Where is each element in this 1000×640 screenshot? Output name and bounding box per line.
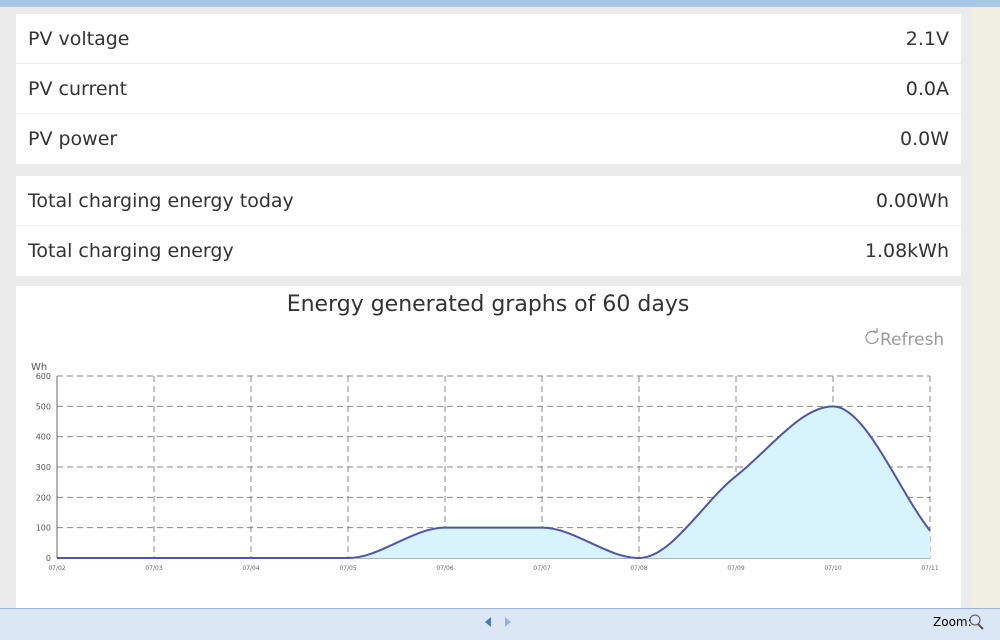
row-value: 0.0W: [899, 128, 949, 150]
y-tick-label: 600: [36, 372, 51, 381]
row-value: 2.1V: [905, 27, 949, 50]
status-bar: Zoom:: [0, 608, 1000, 640]
zoom-label: Zoom:: [933, 615, 972, 629]
refresh-button[interactable]: Refresh: [880, 330, 944, 350]
area-fill: [57, 406, 930, 558]
row-label: PV current: [28, 77, 128, 100]
nav-prev[interactable]: [485, 617, 491, 627]
x-tick-label: 07/09: [727, 565, 744, 572]
row-value: 0.00Wh: [875, 189, 949, 212]
y-tick-label: 200: [36, 493, 51, 502]
row-value: 0.0A: [905, 77, 949, 100]
info-row: PV current 0.0A: [16, 64, 961, 114]
card: Total charging energy today 0.00Wh Total c…: [16, 176, 961, 276]
chart-title: Energy generated graphs of 60 days: [287, 292, 690, 317]
chart: Energy generated graphs of 60 days Refre…: [31, 292, 944, 572]
zoom-icon-handle: [977, 623, 984, 630]
y-axis-label: Wh: [31, 362, 47, 373]
nav-next[interactable]: [505, 617, 511, 627]
info-row: PV power 0.0W: [16, 114, 961, 164]
y-tick-label: 300: [36, 463, 51, 472]
y-tick-label: 100: [36, 524, 51, 533]
zoom-icon[interactable]: [969, 614, 981, 626]
status-icons: [485, 614, 984, 630]
x-tick-label: 07/10: [824, 565, 841, 572]
info-row: PV voltage 2.1V: [16, 14, 961, 64]
side-panel: [972, 7, 1000, 608]
x-tick-label: 07/02: [48, 565, 65, 572]
row-value: 1.08kWh: [864, 240, 949, 262]
x-tick-label: 07/08: [630, 565, 647, 572]
y-tick-label: 400: [36, 433, 51, 442]
area-line: [57, 405, 931, 560]
x-tick-label: 07/11: [921, 565, 938, 572]
x-tick-label: 07/05: [339, 565, 356, 572]
row-label: Total charging energy today: [28, 189, 294, 212]
x-tick-label: 07/07: [533, 565, 550, 572]
card: PV voltage 2.1V PV current 0.0A PV power 0.0W: [16, 14, 961, 164]
row-label: PV power: [28, 128, 118, 150]
info-row: Total charging energy 1.08kWh: [16, 226, 961, 276]
x-tick-label: 07/03: [145, 565, 162, 572]
x-tick-label: 07/06: [436, 565, 453, 572]
info-row: Total charging energy today 0.00Wh: [16, 176, 961, 226]
refresh-icon[interactable]: [865, 328, 879, 345]
row-label: PV voltage: [28, 27, 130, 50]
y-tick-label: 500: [36, 402, 51, 411]
x-tick-label: 07/04: [242, 565, 259, 572]
row-label: Total charging energy: [28, 240, 234, 262]
y-tick-label: 0: [46, 554, 51, 563]
window-bar: [0, 0, 1000, 7]
